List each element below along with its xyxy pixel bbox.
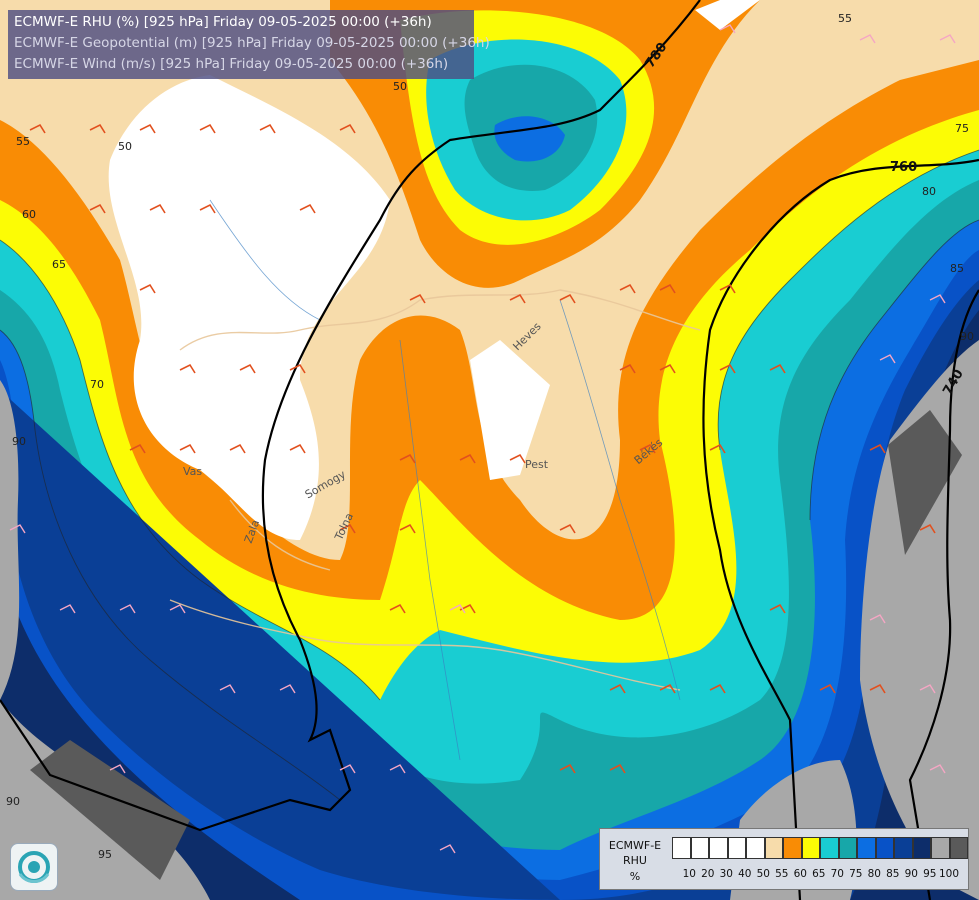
header-line-wind: ECMWF-E Wind (m/s) [925 hPa] Friday 09-0… <box>14 56 449 72</box>
legend-swatch <box>672 837 691 859</box>
legend-swatch <box>820 837 839 859</box>
color-legend: ECMWF-E RHU % 10 20 30 40 50 55 60 65 70 75 80 85 90… <box>599 828 969 890</box>
place-label-vas: Vas <box>183 465 203 478</box>
contour-label: 75 <box>955 122 969 135</box>
legend-tick: 85 <box>886 868 900 880</box>
legend-swatches <box>672 837 968 859</box>
wind-barbs-light <box>9 24 956 854</box>
contour-label: 95 <box>98 848 112 861</box>
wind-barbs <box>29 123 936 774</box>
place-label-pest: Pest <box>525 458 549 471</box>
legend-tick: 90 <box>904 868 918 880</box>
contour-label: 60 <box>22 208 36 221</box>
legend-tick: 30 <box>719 868 733 880</box>
legend-swatch <box>931 837 950 859</box>
contour-label: 70 <box>90 378 104 391</box>
legend-swatch <box>709 837 728 859</box>
contour-label: 65 <box>52 258 66 271</box>
legend-tick: 70 <box>830 868 844 880</box>
legend-swatch <box>838 837 857 859</box>
legend-tick: 80 <box>867 868 881 880</box>
geopotential-label: 760 <box>890 160 918 175</box>
legend-tick: 20 <box>701 868 715 880</box>
contour-label: 55 <box>16 135 30 148</box>
legend-swatch <box>783 837 802 859</box>
rhu-band-80-top <box>494 116 565 162</box>
legend-variable: RHU <box>623 854 647 867</box>
map-header: ECMWF-E RHU (%) [925 hPa] Friday 09-05-2… <box>8 10 490 79</box>
legend-tick: 75 <box>849 868 863 880</box>
legend-ticks: 10 20 30 40 50 55 60 65 70 75 80 85 90 95 100 <box>680 868 960 880</box>
legend-swatch <box>894 837 913 859</box>
logo-icon <box>10 843 58 891</box>
legend-tick: 40 <box>738 868 752 880</box>
legend-tick: 100 <box>939 868 960 880</box>
header-line-geopotential: ECMWF-E Geopotential (m) [925 hPa] Frida… <box>14 35 490 51</box>
legend-tick: 95 <box>923 868 937 880</box>
legend-tick: 60 <box>793 868 807 880</box>
borders <box>169 289 701 691</box>
rhu-band-grey-left <box>0 380 20 700</box>
legend-swatch <box>912 837 931 859</box>
contour-label: 80 <box>922 185 936 198</box>
rhu-band-50-top <box>695 0 760 30</box>
legend-swatch <box>857 837 876 859</box>
contour-label: 85 <box>950 262 964 275</box>
legend-swatch <box>746 837 765 859</box>
legend-tick: 10 <box>682 868 696 880</box>
legend-tick: 65 <box>812 868 826 880</box>
rhu-band-dark-grey2 <box>888 410 962 555</box>
legend-swatch <box>727 837 746 859</box>
rhu-band-50-west <box>108 75 390 540</box>
legend-swatch <box>875 837 894 859</box>
contour-label: 90 <box>960 330 974 343</box>
rhu-band-50-east <box>470 340 550 480</box>
rhu-band-dark-grey1 <box>30 740 190 880</box>
legend-tick: 50 <box>756 868 770 880</box>
legend-tick: 55 <box>775 868 789 880</box>
contour-label: 50 <box>118 140 132 153</box>
contour-label: 90 <box>6 795 20 808</box>
contour-label: 55 <box>838 12 852 25</box>
legend-swatch <box>764 837 783 859</box>
header-line-rhu: ECMWF-E RHU (%) [925 hPa] Friday 09-05-2… <box>14 14 432 30</box>
legend-swatch <box>949 837 968 859</box>
legend-swatch <box>690 837 709 859</box>
rhu-band-90 <box>0 280 979 900</box>
contour-label: 50 <box>393 80 407 93</box>
rivers <box>209 199 681 761</box>
legend-model: ECMWF-E <box>608 839 662 852</box>
legend-unit: % <box>629 870 641 883</box>
contour-label: 90 <box>12 435 26 448</box>
legend-swatch <box>801 837 820 859</box>
